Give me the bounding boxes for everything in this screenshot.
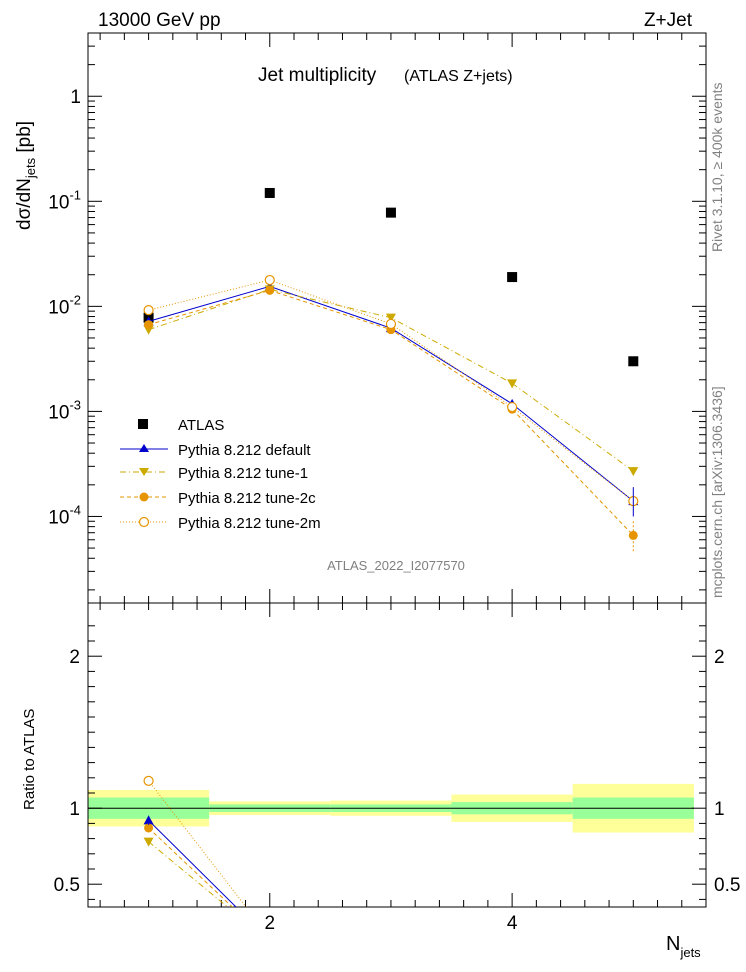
- point-atlas: [507, 272, 518, 283]
- point-pythia-8-212-tune-1: [628, 467, 639, 477]
- main-ylabel: dσ/dNjets [pb]: [14, 121, 38, 230]
- point-pythia-8-212-tune-1: [385, 313, 396, 323]
- main-title: Jet multiplicity (ATLAS Z+jets): [258, 65, 513, 86]
- ratio-line-pythia-8-212-tune-1: [148, 841, 229, 907]
- ratio-ytick-label: 0.5: [54, 875, 80, 896]
- legend-marker-tune2m: [138, 516, 150, 528]
- process-label: Z+Jet: [644, 10, 693, 31]
- point-pythia-8-212-tune-2m: [264, 274, 275, 286]
- legend: ATLAS Pythia 8.212 default Pythia 8.212 …: [120, 417, 321, 532]
- point-pythia-8-212-tune-2c: [265, 285, 275, 295]
- main-ytick-label: 10-4: [48, 502, 81, 528]
- ratio-point-pythia-8-212-tune-2c: [144, 823, 154, 833]
- ratio-line-pythia-8-212-default: [148, 820, 237, 907]
- point-atlas: [385, 207, 396, 218]
- ratio-series: [143, 775, 247, 907]
- plot-marks: 1 10-1 10-2 10-3 10-4 2 4 0.5 0.5 1 1 2 2: [48, 32, 740, 934]
- point-pythia-8-212-tune-1: [507, 379, 518, 389]
- ratio-frame: [87, 602, 707, 908]
- point-atlas: [264, 187, 275, 198]
- main-ytick-label: 1: [70, 87, 81, 108]
- subtitle-text: (ATLAS Z+jets): [404, 68, 513, 85]
- ratio-ylabel: Ratio to ATLAS: [21, 709, 38, 810]
- ratio-ytick-label-right: 0.5: [714, 875, 740, 896]
- ratio-ytick-label: 1: [69, 799, 80, 820]
- main-ytick-label: 10-2: [48, 292, 81, 318]
- point-pythia-8-212-tune-2c: [144, 320, 154, 330]
- ratio-ytick-label: 2: [69, 647, 80, 668]
- main-ytick-label: 10-3: [48, 397, 81, 423]
- main-ytick-label: 10-1: [48, 187, 81, 213]
- legend-label-tune2c: Pythia 8.212 tune-2c: [178, 490, 316, 507]
- point-atlas: [628, 356, 639, 367]
- legend-marker-tune1: [139, 468, 149, 476]
- rivet-label: Rivet 3.1.10, ≥ 400k events: [709, 82, 725, 252]
- ratio-point-pythia-8-212-tune-2m: [143, 775, 154, 786]
- xlabel: Njets: [666, 933, 701, 960]
- legend-label-atlas: ATLAS: [178, 417, 224, 434]
- point-pythia-8-212-tune-2m: [143, 305, 154, 316]
- point-pythia-8-212-tune-2c: [628, 530, 638, 540]
- legend-marker-tune2c: [139, 492, 149, 502]
- ratio-xtick-label: 4: [507, 913, 518, 934]
- point-pythia-8-212-tune-2m: [507, 401, 518, 413]
- ratio-point-pythia-8-212-tune-1: [143, 837, 154, 847]
- legend-label-tune1: Pythia 8.212 tune-1: [178, 465, 308, 482]
- legend-label-default: Pythia 8.212 default: [178, 442, 311, 459]
- title-text: Jet multiplicity: [258, 65, 377, 86]
- ratio-line-pythia-8-212-tune-2m: [148, 780, 247, 907]
- ratio-ytick-label-right: 2: [714, 647, 725, 668]
- mcplots-label: mcplots.cern.ch [arXiv:1306.3436]: [709, 386, 725, 598]
- analysis-tag: ATLAS_2022_I2077570: [327, 558, 465, 573]
- energy-label: 13000 GeV pp: [98, 10, 221, 31]
- legend-label-tune2m: Pythia 8.212 tune-2m: [178, 515, 321, 532]
- point-pythia-8-212-tune-2m: [385, 318, 397, 330]
- legend-marker-atlas: [138, 419, 148, 429]
- ratio-ytick-label-right: 1: [714, 799, 725, 820]
- legend-marker-default: [139, 444, 149, 452]
- ratio-xtick-label: 2: [264, 913, 275, 934]
